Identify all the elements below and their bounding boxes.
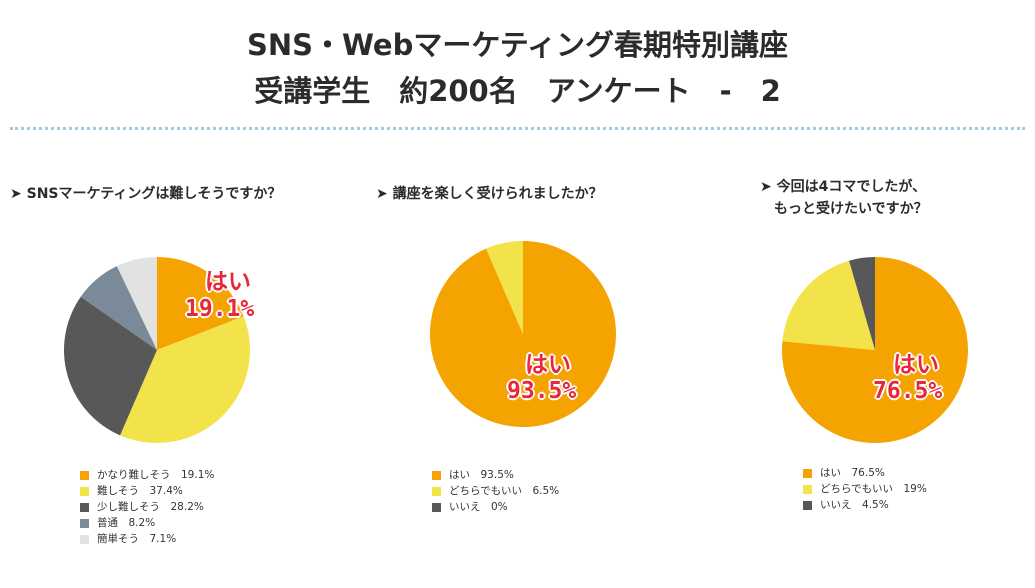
pie-slice-3-2 <box>782 260 875 350</box>
legend-swatch <box>803 484 812 494</box>
legend-item: はい 93.5% <box>432 467 559 483</box>
chart-2-callout-value: 93.5% <box>507 378 577 404</box>
chart-1-legend: かなり難しそう 19.1% 難しそう 37.4% 少し難しそう 28.2% 普通 8.… <box>80 467 214 547</box>
chart-1-pie <box>63 257 250 443</box>
legend-label: いいえ 4.5% <box>820 499 889 511</box>
legend-label: 少し難しそう 28.2% <box>97 501 204 513</box>
chart-3-pie <box>781 257 968 443</box>
legend-item: いいえ 4.5% <box>803 497 927 513</box>
legend-swatch <box>432 486 441 496</box>
legend-swatch <box>80 502 89 512</box>
legend-swatch <box>432 502 441 512</box>
legend-label: いいえ 0% <box>449 501 508 513</box>
pie-slice-2-1 <box>430 241 617 427</box>
chart-2-pie <box>430 241 617 427</box>
legend-swatch <box>80 518 89 528</box>
legend-label: どちらでもいい 6.5% <box>449 485 560 497</box>
pie-slice-1-4 <box>80 266 157 350</box>
chart-1-question: ➤ SNSマーケティングは難しそうですか？ <box>10 186 282 202</box>
chart-2-callout-label: はい <box>525 352 571 378</box>
pie-slice-1-5 <box>116 257 157 350</box>
legend-item: 普通 8.2% <box>80 515 214 531</box>
legend-swatch <box>432 470 441 480</box>
pie-slice-1-2 <box>120 316 250 443</box>
pie-slice-1-3 <box>63 296 157 436</box>
legend-item: どちらでもいい 19% <box>803 481 927 497</box>
legend-label: はい 76.5% <box>820 467 885 479</box>
legend-item: 簡単そう 7.1% <box>80 531 214 547</box>
legend-label: どちらでもいい 19% <box>820 483 927 495</box>
legend-item: はい 76.5% <box>803 465 927 481</box>
legend-swatch <box>80 486 89 496</box>
page-title: SNS・Webマーケティング春期特別講座 <box>246 28 789 62</box>
legend-item: どちらでもいい 6.5% <box>432 483 559 499</box>
pie-slice-2-2 <box>486 241 523 334</box>
chart-1-callout-value: 19.1% <box>185 296 255 322</box>
chart-3-callout-label: はい <box>893 352 939 378</box>
legend-item: 少し難しそう 28.2% <box>80 499 214 515</box>
legend-label: かなり難しそう 19.1% <box>97 469 215 481</box>
page-subtitle: 受講学生 約200名 アンケート - 2 <box>254 74 781 108</box>
pie-slice-1-1 <box>157 257 244 350</box>
legend-label: 難しそう 37.4% <box>97 485 183 497</box>
chart-3-legend: はい 76.5% どちらでもいい 19% いいえ 4.5% <box>803 465 927 513</box>
pie-slice-3-1 <box>781 257 968 443</box>
legend-swatch <box>803 500 812 510</box>
legend-label: はい 93.5% <box>449 469 514 481</box>
legend-swatch <box>803 468 812 478</box>
chart-2-question: ➤ 講座を楽しく受けられましたか？ <box>376 186 603 202</box>
legend-item: いいえ 0% <box>432 499 559 515</box>
dotted-divider <box>10 127 1025 130</box>
chart-3-question: ➤ 今回は4コマでしたが、 もっと受けたいですか？ <box>760 179 928 217</box>
legend-swatch <box>80 534 89 544</box>
legend-label: 普通 8.2% <box>97 517 156 529</box>
chart-3-callout-value: 76.5% <box>873 378 943 404</box>
pie-slice-3-3 <box>849 257 875 350</box>
legend-item: 難しそう 37.4% <box>80 483 214 499</box>
legend-label: 簡単そう 7.1% <box>97 533 177 545</box>
chart-1-callout-label: はい <box>205 269 251 295</box>
chart-2-legend: はい 93.5% どちらでもいい 6.5% いいえ 0% <box>432 467 559 515</box>
legend-swatch <box>80 470 89 480</box>
legend-item: かなり難しそう 19.1% <box>80 467 214 483</box>
